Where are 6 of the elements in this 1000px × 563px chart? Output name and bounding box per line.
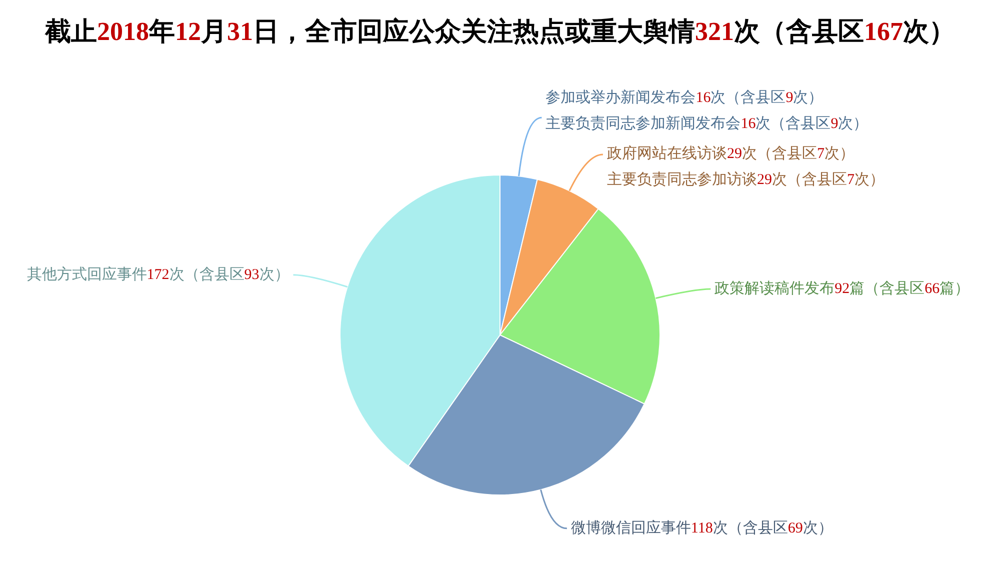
slice-label: 微博微信回应事件118次（含县区69次） — [570, 519, 833, 536]
chart-title: 截止2018年12月31日，全市回应公众关注热点或重大舆情321次（含县区167次） — [45, 17, 955, 46]
category-label: 政府网站在线访谈29次（含县区7次）主要负责同志参加访谈29次（含县区7次） — [606, 146, 884, 188]
category-label: 参加或举办新闻发布会16次（含县区9次）主要负责同志参加新闻发布会16次（含县区9次） — [546, 90, 868, 132]
slice-label: 其他方式回应事件172次（含县区93次） — [26, 266, 290, 283]
slice-label: 政策解读稿件发布92篇（含县区66篇） — [714, 280, 970, 298]
